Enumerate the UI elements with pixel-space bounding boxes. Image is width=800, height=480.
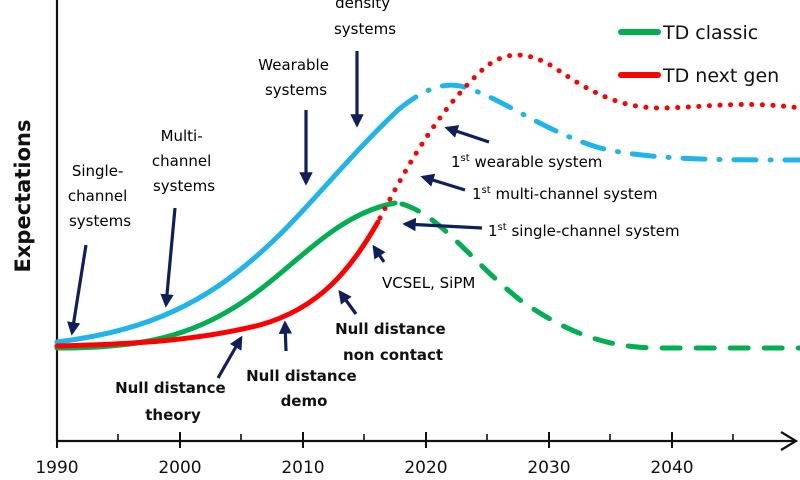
legend: TD classic TD next gen (618, 22, 779, 87)
arrow-nd-noncontact-icon (338, 289, 358, 315)
legend-label-td-classic: TD classic (662, 22, 758, 44)
label-first-single: 1st single-channel system (488, 222, 680, 240)
arrow-vcsel-icon (372, 244, 386, 263)
label-single-channel: Single- channel systems (68, 162, 132, 230)
green-curve-dashed (399, 201, 800, 351)
label-first-wearable: 1st wearable system (451, 153, 602, 171)
label-first-multi: 1st multi-channel system (472, 185, 658, 203)
red-curve-dotted (377, 52, 800, 221)
label-multi-channel: Multi- channel systems (152, 127, 216, 195)
x-axis-arrowhead-icon (780, 431, 799, 451)
arrow-nd-theory-icon (216, 335, 243, 379)
x-major-ticks (56, 432, 673, 448)
x-tick-labels: 1990 2000 2010 2020 2030 2040 (35, 458, 693, 478)
label-wearable: Wearable systems (258, 56, 333, 99)
x-tick-2030: 2030 (527, 458, 570, 478)
x-tick-2010: 2010 (281, 458, 324, 478)
label-nd-noncontact: Null distance non contact (335, 320, 451, 364)
label-nd-theory: Null distance theory (115, 379, 231, 424)
arrow-single-channel-icon (67, 244, 88, 336)
y-axis-label: Expectations (11, 120, 35, 273)
x-tick-2040: 2040 (650, 458, 693, 478)
blue-curve-solid (54, 107, 401, 345)
arrow-multi-channel-icon (160, 207, 177, 308)
annotation-arrows (67, 51, 490, 379)
x-minor-ticks (117, 434, 734, 441)
blue-curve-dashdot (395, 82, 800, 163)
arrow-nd-demo-icon (278, 320, 293, 352)
annotation-labels: Single- channel systems Multi- channel s… (68, 0, 680, 424)
arrow-first-wearable-icon (444, 125, 490, 144)
arrow-first-single-icon (402, 217, 483, 232)
label-high-density: density systems (334, 0, 396, 38)
label-vcsel-sipm: VCSEL, SiPM (382, 274, 475, 292)
label-nd-demo: Null distance demo (246, 367, 362, 410)
curves (54, 52, 800, 351)
red-curve-solid (54, 219, 381, 349)
x-tick-1990: 1990 (35, 458, 78, 478)
x-tick-2020: 2020 (404, 458, 447, 478)
legend-item-td-next-gen: TD next gen (618, 65, 779, 87)
legend-label-td-next-gen: TD next gen (662, 65, 779, 87)
axes: 1990 2000 2010 2020 2030 2040 Expectatio… (11, 0, 799, 478)
x-tick-2000: 2000 (158, 458, 201, 478)
legend-item-td-classic: TD classic (618, 22, 758, 44)
arrow-first-multi-icon (420, 173, 466, 192)
